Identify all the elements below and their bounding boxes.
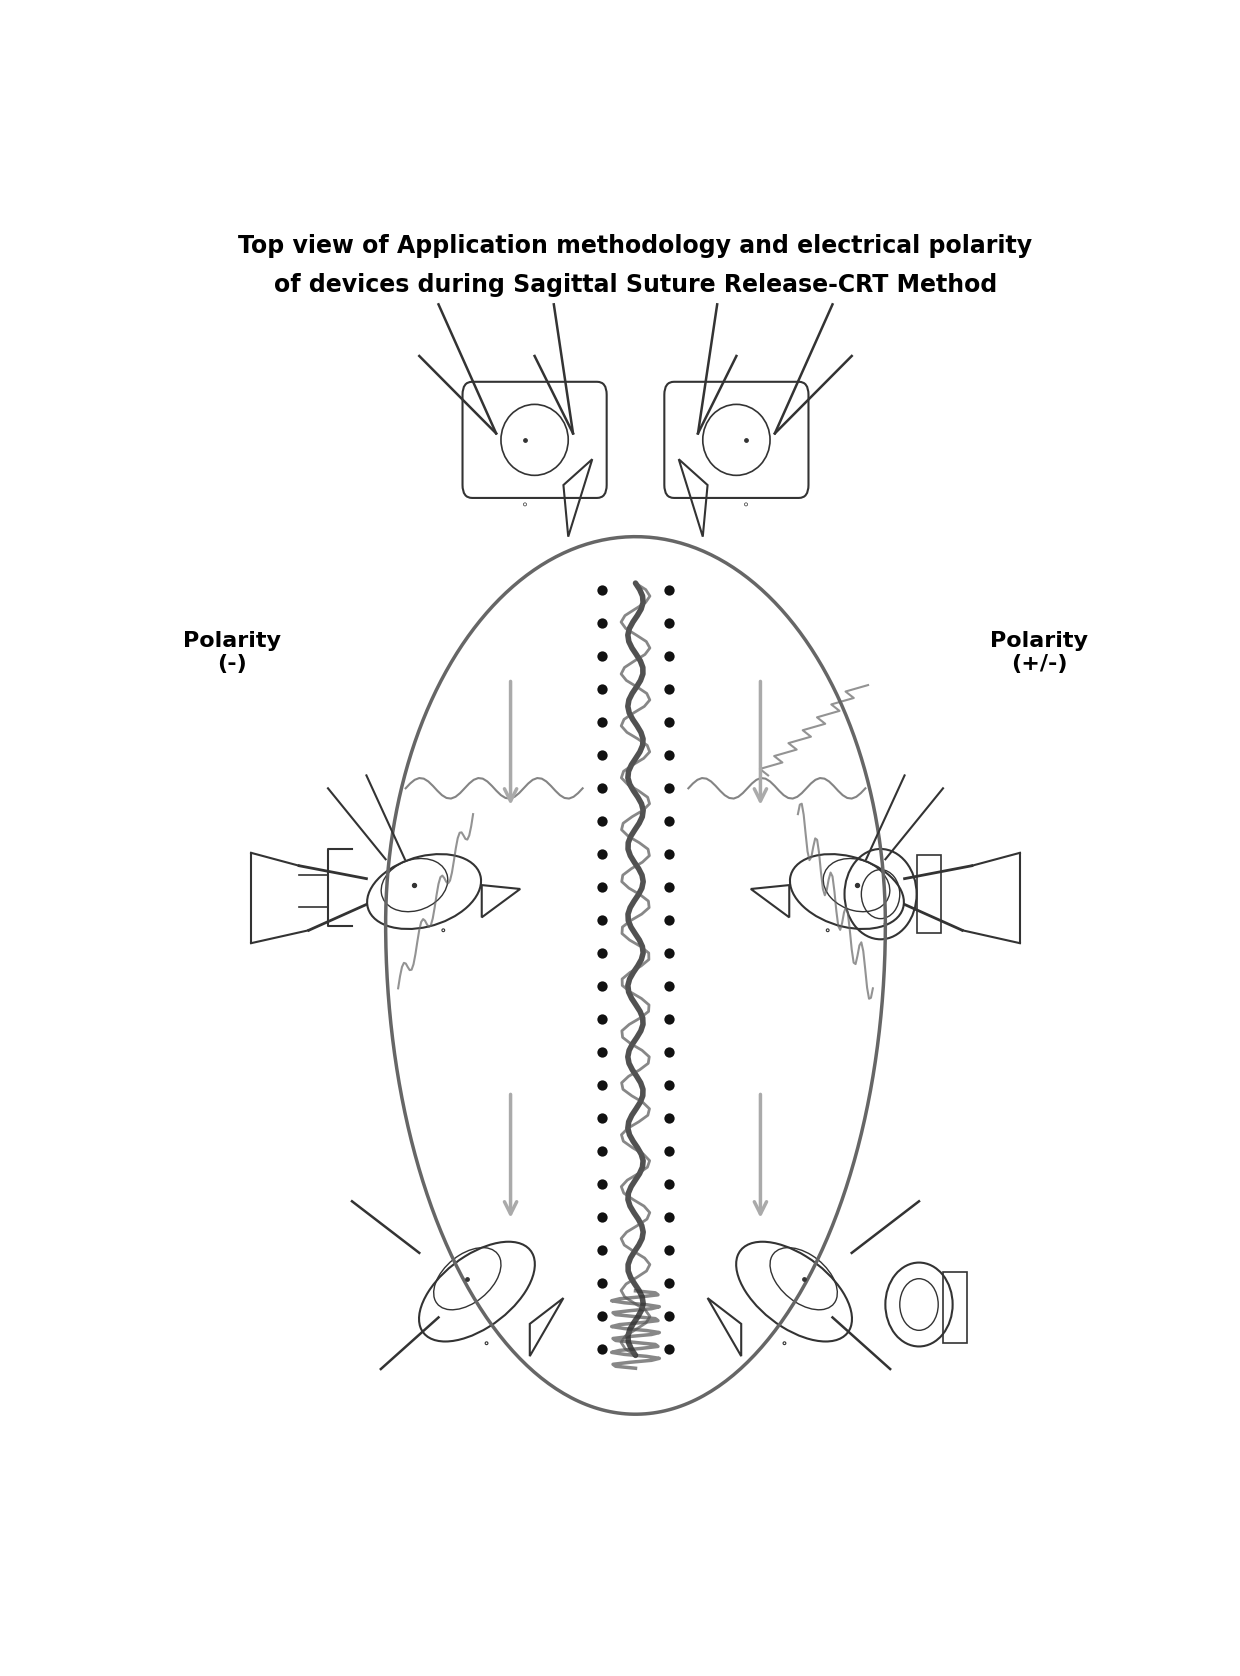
Point: [794, 1265, 813, 1292]
Point: [775, 1329, 795, 1356]
Point: [591, 1170, 611, 1197]
Point: [591, 1104, 611, 1131]
Text: Top view of Application methodology and electrical polarity: Top view of Application methodology and …: [238, 235, 1033, 258]
Point: [660, 1104, 680, 1131]
Point: [458, 1265, 477, 1292]
Point: [660, 1006, 680, 1032]
Point: [591, 1302, 611, 1329]
Point: [737, 426, 756, 453]
Point: [660, 972, 680, 999]
Point: [660, 675, 680, 702]
Point: [660, 1269, 680, 1296]
Point: [660, 1203, 680, 1230]
Point: [660, 1071, 680, 1098]
Bar: [918, 855, 941, 934]
Point: [660, 577, 680, 603]
Point: [660, 642, 680, 669]
Point: [404, 872, 424, 898]
Point: [591, 939, 611, 965]
Point: [591, 1203, 611, 1230]
Point: [847, 872, 867, 898]
Point: [591, 709, 611, 736]
Point: [591, 873, 611, 900]
Point: [660, 873, 680, 900]
Point: [660, 1039, 680, 1066]
Point: [591, 642, 611, 669]
Text: of devices during Sagittal Suture Release-CRT Method: of devices during Sagittal Suture Releas…: [274, 273, 997, 297]
Point: [591, 1336, 611, 1363]
Point: [660, 1170, 680, 1197]
Point: [591, 1269, 611, 1296]
Point: [591, 741, 611, 768]
Point: [660, 907, 680, 934]
Point: [591, 774, 611, 801]
Point: [660, 1138, 680, 1165]
Point: [660, 1237, 680, 1264]
Point: [476, 1329, 496, 1356]
Point: [818, 917, 838, 944]
Text: Polarity
(+/-): Polarity (+/-): [990, 632, 1089, 674]
Point: [591, 972, 611, 999]
Bar: [944, 1272, 967, 1342]
Point: [660, 741, 680, 768]
Point: [591, 840, 611, 866]
Point: [591, 1006, 611, 1032]
Point: [660, 608, 680, 635]
Point: [434, 917, 454, 944]
Point: [660, 1336, 680, 1363]
Point: [591, 808, 611, 835]
Point: [591, 577, 611, 603]
Point: [660, 774, 680, 801]
Point: [660, 808, 680, 835]
Point: [591, 1237, 611, 1264]
Point: [591, 907, 611, 934]
Point: [515, 426, 534, 453]
Point: [591, 608, 611, 635]
Point: [737, 491, 756, 518]
Point: [591, 1138, 611, 1165]
Point: [660, 1302, 680, 1329]
Point: [660, 939, 680, 965]
Text: Polarity
(-): Polarity (-): [182, 632, 281, 674]
Point: [591, 1039, 611, 1066]
Point: [591, 1071, 611, 1098]
Point: [515, 491, 534, 518]
Point: [591, 675, 611, 702]
Point: [660, 709, 680, 736]
Point: [660, 840, 680, 866]
